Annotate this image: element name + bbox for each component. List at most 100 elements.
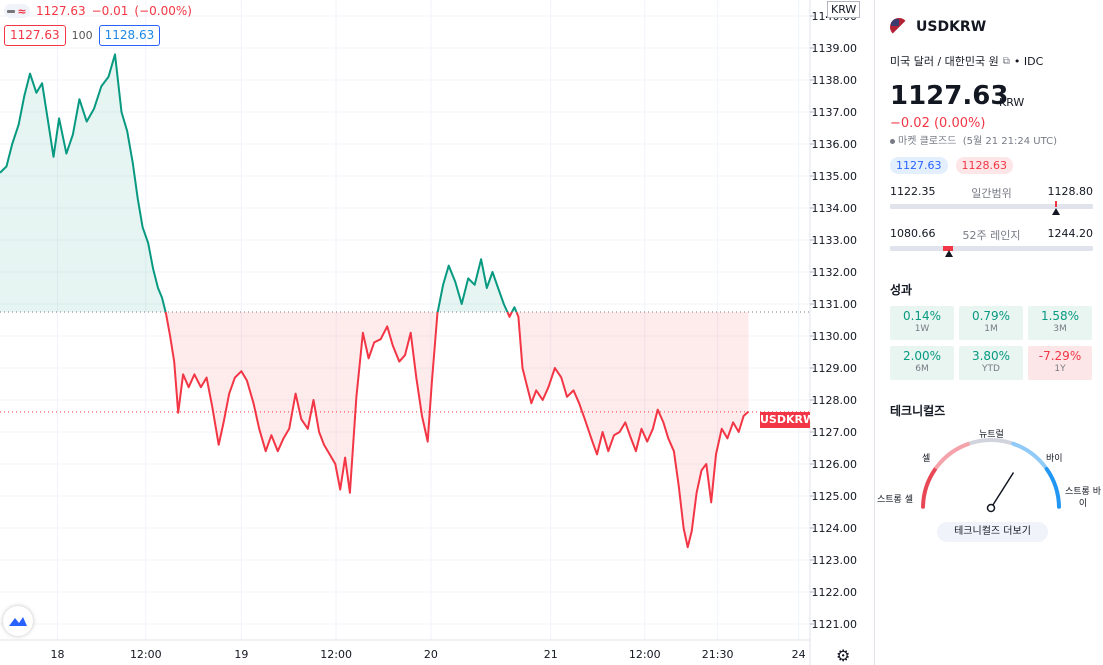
settings-gear-icon[interactable]: ⚙ [836, 646, 851, 665]
price-tick-label: 1134.00 [812, 202, 858, 215]
time-tick-label: 12:00 [629, 648, 661, 661]
performance-period: 6M [915, 364, 929, 374]
time-tick-label: 21 [544, 648, 558, 661]
fill-area-up [0, 54, 166, 313]
day-range-bar [890, 204, 1093, 209]
price-tick-label: 1133.00 [812, 234, 858, 247]
performance-value: 0.14% [902, 309, 942, 323]
bid-button[interactable]: 1127.63 [4, 25, 66, 46]
performance-period: 1W [914, 324, 930, 334]
performance-cell-6m: 2.00% 6M [890, 346, 954, 380]
current-price: 1127.63 [890, 81, 1009, 111]
performance-value: 3.80% [971, 349, 1011, 363]
gauge-segment [1011, 441, 1048, 470]
year-range-pointer-icon [944, 250, 953, 257]
legend-toggle-button[interactable]: ≈ [4, 4, 30, 18]
performance-period: YTD [982, 364, 1000, 374]
panel-ask: 1128.63 [955, 157, 1013, 174]
year-range-fill [942, 246, 953, 251]
gauge-strong-sell-label: 스트롱 셀 [877, 495, 913, 505]
price-tick-label: 1139.00 [812, 42, 858, 55]
series-line [0, 53, 750, 549]
fill-area-down [516, 312, 749, 548]
gauge-segment [921, 467, 938, 509]
panel-symbol[interactable]: USDKRW [916, 19, 987, 35]
day-range-label: 일간범위 [971, 187, 1012, 200]
day-range-high: 1128.80 [1047, 185, 1094, 198]
time-tick-label: 12:00 [320, 648, 352, 661]
year-range-bar [890, 246, 1093, 251]
ask-button[interactable]: 1128.63 [98, 25, 161, 46]
gauge-strong-buy-label: 스트롱 바이 [1065, 487, 1101, 509]
bid-ask-pills: 1127.63 1128.63 [890, 157, 1013, 174]
gauge-neutral-label: 뉴트럴 [979, 430, 1004, 440]
price-tick-label: 1122.00 [812, 586, 858, 599]
chart-grid [0, 0, 810, 640]
series-segment-up [436, 258, 509, 313]
time-tick-label: 19 [234, 648, 248, 661]
gauge-buy-label: 바이 [1046, 454, 1063, 464]
price-tick-label: 1126.00 [812, 458, 858, 471]
legend-price: 1127.63 [36, 4, 86, 18]
price-tick-label: 1123.00 [812, 554, 858, 567]
quote-row: 1127.63 100 1128.63 [4, 25, 161, 46]
performance-title: 성과 [890, 283, 913, 297]
series-fill [0, 54, 749, 548]
quote-size: 100 [71, 29, 93, 42]
time-tick-label: 20 [424, 648, 438, 661]
price-tick-label: 1135.00 [812, 170, 858, 183]
market-status-text: 마켓 클로즈드 [898, 136, 957, 147]
wave-icon: ≈ [17, 4, 27, 18]
price-tick-label: 1121.00 [812, 618, 858, 631]
legend-change-pct: (−0.00%) [134, 4, 192, 18]
series-segment-down [506, 311, 513, 318]
dash-icon [7, 9, 16, 13]
panel-bid: 1127.63 [890, 157, 948, 174]
price-tick-label: 1124.00 [812, 522, 858, 535]
time-tick-label: 18 [51, 648, 65, 661]
symbol-description: 미국 달러 / 대한민국 원 [890, 55, 999, 68]
day-range-low: 1122.35 [890, 185, 936, 198]
chart-area[interactable]: 1121.00 1122.00 1123.00 1124.00 1125.00 1126.… [0, 0, 873, 665]
symbol-details-panel: USDKRW 미국 달러 / 대한민국 원 ⧉ • IDC 1127.63 KR… [874, 0, 1103, 665]
price-tick-label: 1137.00 [812, 106, 858, 119]
legend-change: −0.01 [91, 4, 129, 18]
price-change: −0.02 (0.00%) [890, 116, 986, 131]
fill-area-up [437, 259, 508, 312]
time-tick-label: 24 [792, 648, 806, 661]
price-tick-label: 1138.00 [812, 74, 858, 87]
technicals-gauge [921, 438, 1061, 513]
time-tick-label: 12:00 [130, 648, 162, 661]
series-segment-up [0, 53, 167, 313]
panel-header: USDKRW [890, 18, 986, 36]
time-axis[interactable]: 18 12:00 19 12:00 20 21 12:00 21:30 24 [51, 648, 806, 661]
gauge-needle [990, 472, 1015, 509]
year-range-high: 1244.20 [1047, 227, 1094, 240]
gauge-segment [1044, 467, 1061, 509]
time-tick-label: 21:30 [702, 648, 734, 661]
gauge-segment [969, 438, 1013, 445]
more-technicals-button[interactable]: 테크니컬즈 더보기 [937, 522, 1048, 542]
performance-cell-1m: 0.79% 1M [959, 306, 1023, 340]
price-chart[interactable]: 1121.00 1122.00 1123.00 1124.00 1125.00 1126.… [0, 0, 873, 665]
tradingview-logo-icon[interactable] [3, 606, 33, 636]
fill-area-down [165, 312, 438, 493]
performance-value: -7.29% [1038, 349, 1082, 363]
performance-period: 1Y [1054, 364, 1066, 374]
us-flag-icon [890, 18, 908, 36]
performance-grid: 0.14% 1W 0.79% 1M 1.58% 3M 2.00% 6M 3.80% YTD -7.2… [890, 306, 1093, 380]
technicals-title: 테크니컬즈 [890, 404, 946, 418]
performance-value: 1.58% [1040, 309, 1080, 323]
day-range-marker [1055, 201, 1058, 207]
performance-period: 1M [984, 324, 998, 334]
year-range-label: 52주 레인지 [962, 229, 1021, 242]
performance-cell-3m: 1.58% 3M [1028, 306, 1092, 340]
day-range-pointer-icon [1052, 208, 1061, 215]
price-tick-label: 1132.00 [812, 266, 858, 279]
year-range-low: 1080.66 [890, 227, 936, 240]
price-tick-label: 1128.00 [812, 394, 858, 407]
status-dot-icon [890, 138, 895, 144]
currency-badge: KRW [827, 1, 861, 18]
price-axis[interactable]: 1121.00 1122.00 1123.00 1124.00 1125.00 1126.… [810, 10, 857, 631]
external-link-icon[interactable]: ⧉ [1002, 55, 1010, 67]
